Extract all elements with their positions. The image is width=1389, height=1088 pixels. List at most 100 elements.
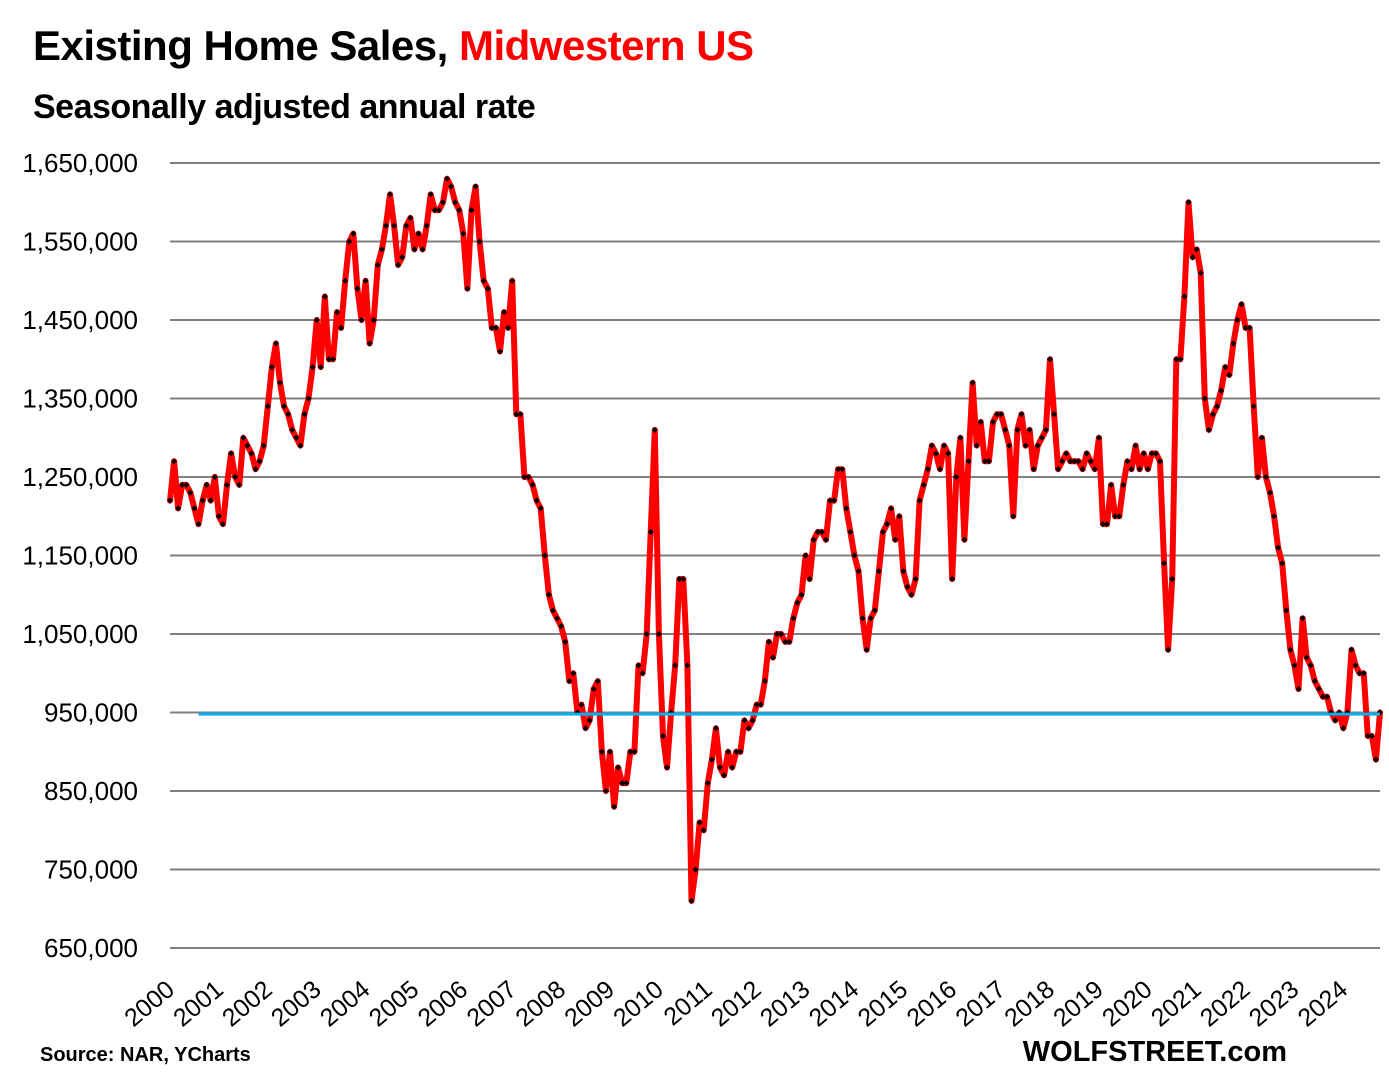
data-point <box>1372 756 1379 763</box>
data-point <box>1157 458 1163 465</box>
data-point <box>240 434 247 441</box>
data-point <box>623 780 630 787</box>
data-point <box>965 458 972 465</box>
data-point <box>1095 434 1102 441</box>
data-point <box>346 238 353 245</box>
data-point <box>1124 458 1131 465</box>
data-point <box>325 356 332 363</box>
data-point <box>464 285 471 292</box>
data-point <box>248 450 255 457</box>
data-point <box>814 528 821 535</box>
data-point <box>256 458 263 465</box>
data-point <box>680 576 687 583</box>
data-point <box>1299 615 1306 622</box>
data-point <box>562 638 569 645</box>
y-tick-label: 1,550,000 <box>22 227 138 257</box>
data-point <box>403 222 410 229</box>
data-point <box>191 505 198 512</box>
data-point <box>778 631 785 637</box>
data-point <box>387 191 393 198</box>
data-point <box>362 277 369 284</box>
data-point <box>973 442 980 449</box>
x-tick-label: 2019 <box>1048 975 1109 1032</box>
y-tick-label: 1,150,000 <box>22 541 138 571</box>
x-tick-label: 2006 <box>413 975 474 1032</box>
data-point <box>1197 269 1204 276</box>
data-point <box>175 505 182 512</box>
data-point <box>749 717 756 724</box>
data-point <box>1108 481 1115 488</box>
data-point <box>1283 607 1290 614</box>
data-point <box>937 466 943 473</box>
data-point <box>228 450 235 457</box>
data-point <box>395 262 402 269</box>
data-point <box>1201 395 1208 402</box>
data-point <box>321 293 328 300</box>
data-point <box>607 748 613 755</box>
data-point <box>900 568 907 575</box>
data-point <box>879 528 886 535</box>
data-point <box>423 222 430 229</box>
data-point <box>460 230 467 237</box>
data-point <box>313 317 320 323</box>
data-point <box>627 748 634 755</box>
data-point <box>969 379 976 386</box>
data-point <box>908 591 915 598</box>
data-point <box>350 230 357 237</box>
data-point <box>961 536 968 543</box>
data-point <box>1271 513 1278 520</box>
data-point <box>525 474 532 480</box>
data-point <box>725 748 732 755</box>
data-point <box>268 364 275 371</box>
y-tick-label: 650,000 <box>44 933 138 963</box>
data-point <box>1116 513 1123 520</box>
data-point <box>435 207 442 214</box>
data-point <box>264 403 271 410</box>
data-point <box>317 364 324 371</box>
data-point <box>399 254 406 261</box>
data-point <box>1010 513 1017 520</box>
data-point <box>1120 481 1127 488</box>
x-tick-label: 2015 <box>853 975 914 1032</box>
data-point <box>786 638 793 645</box>
data-point <box>1356 670 1363 677</box>
data-point <box>631 748 638 755</box>
data-point <box>1214 403 1221 410</box>
data-point <box>806 576 813 583</box>
data-point <box>1034 442 1041 449</box>
data-point <box>827 497 833 504</box>
data-point <box>1307 662 1314 669</box>
data-point <box>655 631 662 637</box>
data-point <box>513 411 520 418</box>
data-point <box>782 638 789 645</box>
data-point <box>468 207 475 214</box>
data-point <box>672 662 679 669</box>
data-point <box>981 458 988 465</box>
data-point <box>1287 646 1294 653</box>
data-point <box>1055 466 1062 473</box>
data-point <box>272 340 279 347</box>
data-point <box>207 497 214 504</box>
data-point <box>1161 560 1168 567</box>
data-point <box>989 419 996 426</box>
data-point <box>374 262 381 269</box>
data-point <box>285 411 292 418</box>
data-point <box>896 513 903 520</box>
data-point <box>904 583 911 590</box>
data-point <box>456 207 463 214</box>
data-point <box>977 419 984 426</box>
data-point <box>1246 324 1253 331</box>
data-point <box>488 324 495 331</box>
data-point <box>1006 442 1013 449</box>
data-point <box>521 474 528 480</box>
data-point <box>509 277 516 284</box>
data-point <box>554 615 561 622</box>
data-point <box>1091 466 1098 473</box>
data-point <box>382 222 389 229</box>
y-tick-label: 1,050,000 <box>22 619 138 649</box>
data-point <box>1222 364 1229 371</box>
data-point <box>431 207 438 214</box>
data-point <box>1311 678 1318 685</box>
data-point <box>1258 434 1265 441</box>
data-point <box>598 748 605 755</box>
